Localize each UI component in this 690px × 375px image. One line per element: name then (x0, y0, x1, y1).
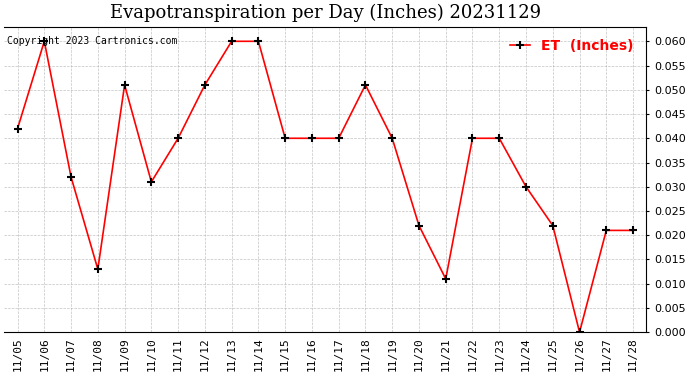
ET  (Inches) (121, 82, 129, 87)
ET  (Inches) (281, 136, 289, 141)
Line: ET  (Inches): ET (Inches) (13, 37, 638, 336)
ET  (Inches) (13, 126, 21, 131)
Title: Evapotranspiration per Day (Inches) 20231129: Evapotranspiration per Day (Inches) 2023… (110, 4, 541, 22)
ET  (Inches) (67, 175, 75, 179)
ET  (Inches) (495, 136, 504, 141)
ET  (Inches) (469, 136, 477, 141)
ET  (Inches) (575, 330, 584, 334)
ET  (Inches) (629, 228, 637, 232)
ET  (Inches) (201, 82, 209, 87)
ET  (Inches) (254, 39, 262, 44)
ET  (Inches) (549, 223, 557, 228)
ET  (Inches) (335, 136, 343, 141)
ET  (Inches) (94, 267, 102, 272)
ET  (Inches) (602, 228, 611, 232)
ET  (Inches) (40, 39, 48, 44)
ET  (Inches) (388, 136, 396, 141)
ET  (Inches) (228, 39, 236, 44)
ET  (Inches) (174, 136, 182, 141)
ET  (Inches) (522, 184, 530, 189)
ET  (Inches) (147, 180, 155, 184)
ET  (Inches) (415, 223, 423, 228)
ET  (Inches) (442, 277, 450, 281)
Legend: ET  (Inches): ET (Inches) (504, 34, 640, 59)
Text: Copyright 2023 Cartronics.com: Copyright 2023 Cartronics.com (8, 36, 178, 46)
ET  (Inches) (308, 136, 316, 141)
ET  (Inches) (362, 82, 370, 87)
